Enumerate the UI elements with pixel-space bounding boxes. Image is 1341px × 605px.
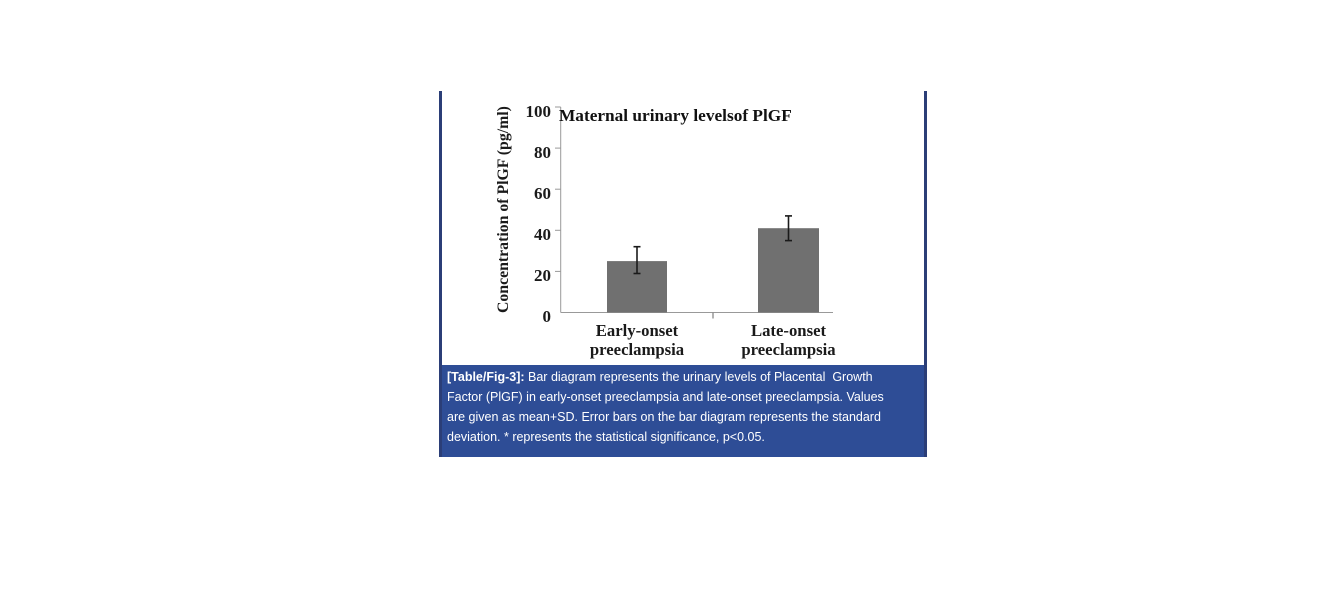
svg-text:preeclampsia: preeclampsia (590, 340, 685, 359)
svg-text:preeclampsia: preeclampsia (741, 340, 836, 359)
svg-text:Early-onset: Early-onset (596, 321, 679, 340)
svg-text:Maternal urinary levelsof PlGF: Maternal urinary levelsof PlGF (559, 106, 792, 125)
svg-text:80: 80 (534, 143, 551, 162)
svg-text:Concentration of PlGF (pg/ml): Concentration of PlGF (pg/ml) (495, 106, 512, 313)
svg-text:100: 100 (526, 102, 552, 121)
svg-text:60: 60 (534, 184, 551, 203)
svg-text:20: 20 (534, 266, 551, 285)
svg-text:Late-onset: Late-onset (751, 321, 827, 340)
svg-text:0: 0 (543, 307, 552, 326)
svg-text:40: 40 (534, 225, 551, 244)
